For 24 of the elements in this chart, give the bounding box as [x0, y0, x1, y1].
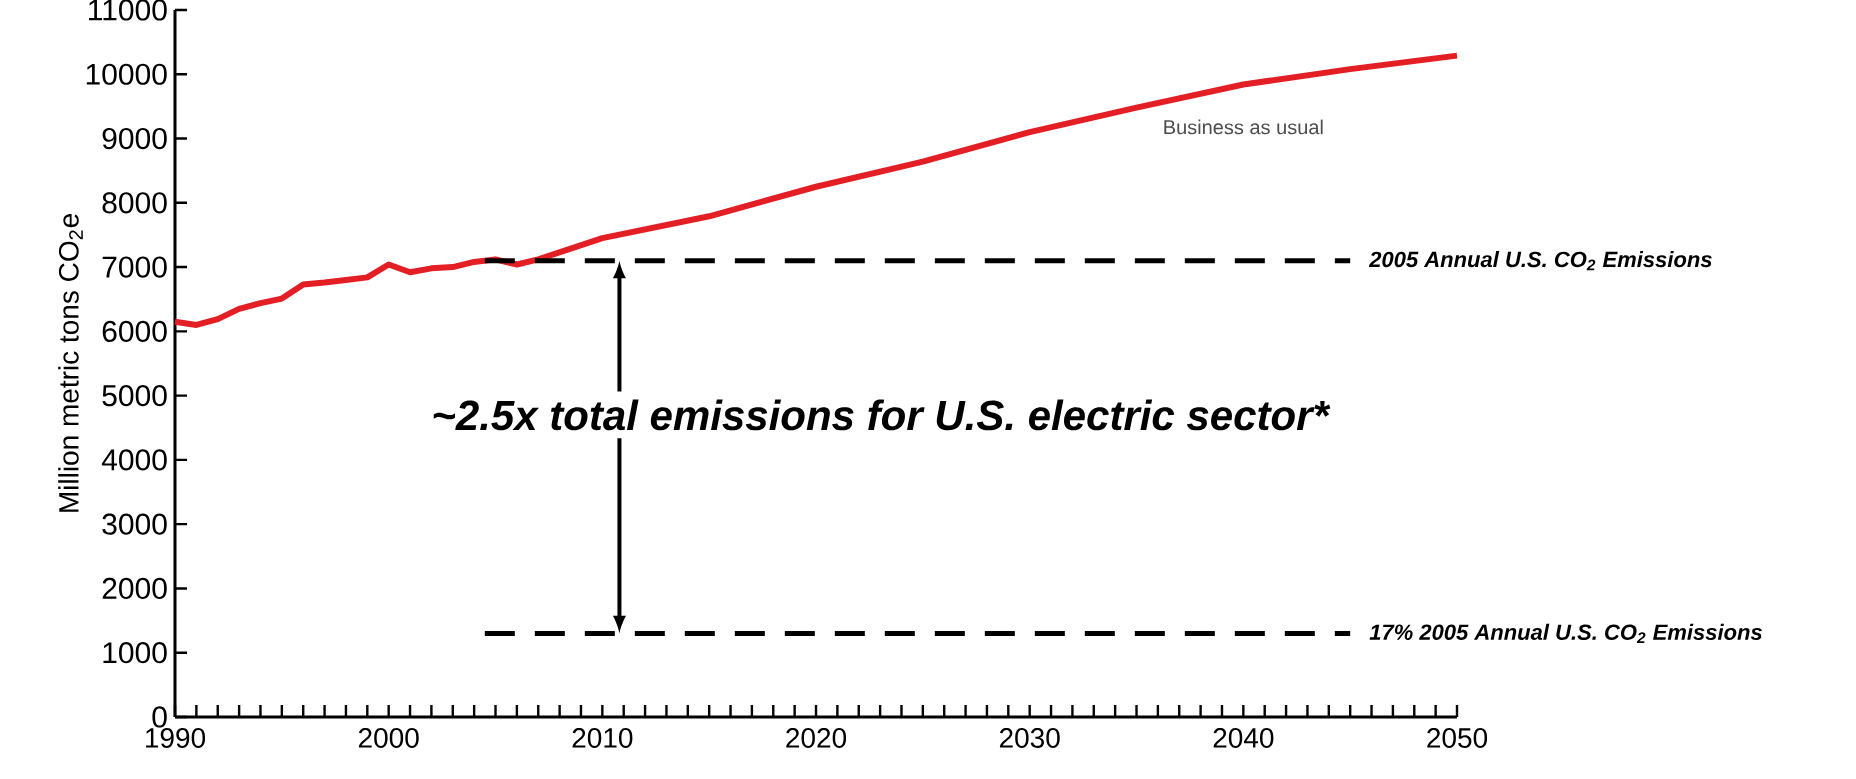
series-label: Business as usual [1164, 119, 1323, 135]
y-tick-label: 11000 [89, 0, 167, 21]
y-tick-label: 0 [152, 706, 167, 728]
y-axis-title: Million metric tons CO$_{2}$e [58, 214, 83, 512]
x-tick-label: 2010 [572, 728, 633, 748]
x-tick-label: 2020 [786, 728, 847, 748]
y-tick-label: 1000 [103, 642, 167, 664]
y-tick-label: 7000 [102, 256, 167, 278]
y-tick-label: 6000 [102, 320, 167, 342]
x-tick-label: 1990 [146, 728, 206, 748]
x-tick-label: 2050 [1427, 728, 1488, 748]
y-tick-label: 10000 [86, 63, 167, 85]
y-tick-label: 5000 [102, 384, 167, 407]
x-tick-label: 2030 [999, 728, 1060, 748]
ref-line-label: 2005 Annual U.S. CO$_{2}$ Emissions [1368, 251, 1712, 271]
ref-line-label: 17% 2005 Annual U.S. CO$_{2}$ Emissions [1369, 623, 1762, 644]
x-tick-label: 2040 [1213, 728, 1274, 748]
y-tick-label: 3000 [102, 513, 167, 535]
y-tick-label: 2000 [102, 577, 167, 600]
annotation: ~2.5x total emissions for U.S. electric sector* [433, 399, 1331, 431]
x-tick-label: 2000 [358, 728, 419, 748]
y-tick-label: 8000 [102, 192, 167, 214]
y-tick-label: 4000 [101, 449, 167, 471]
y-tick-label: 9000 [102, 127, 167, 150]
